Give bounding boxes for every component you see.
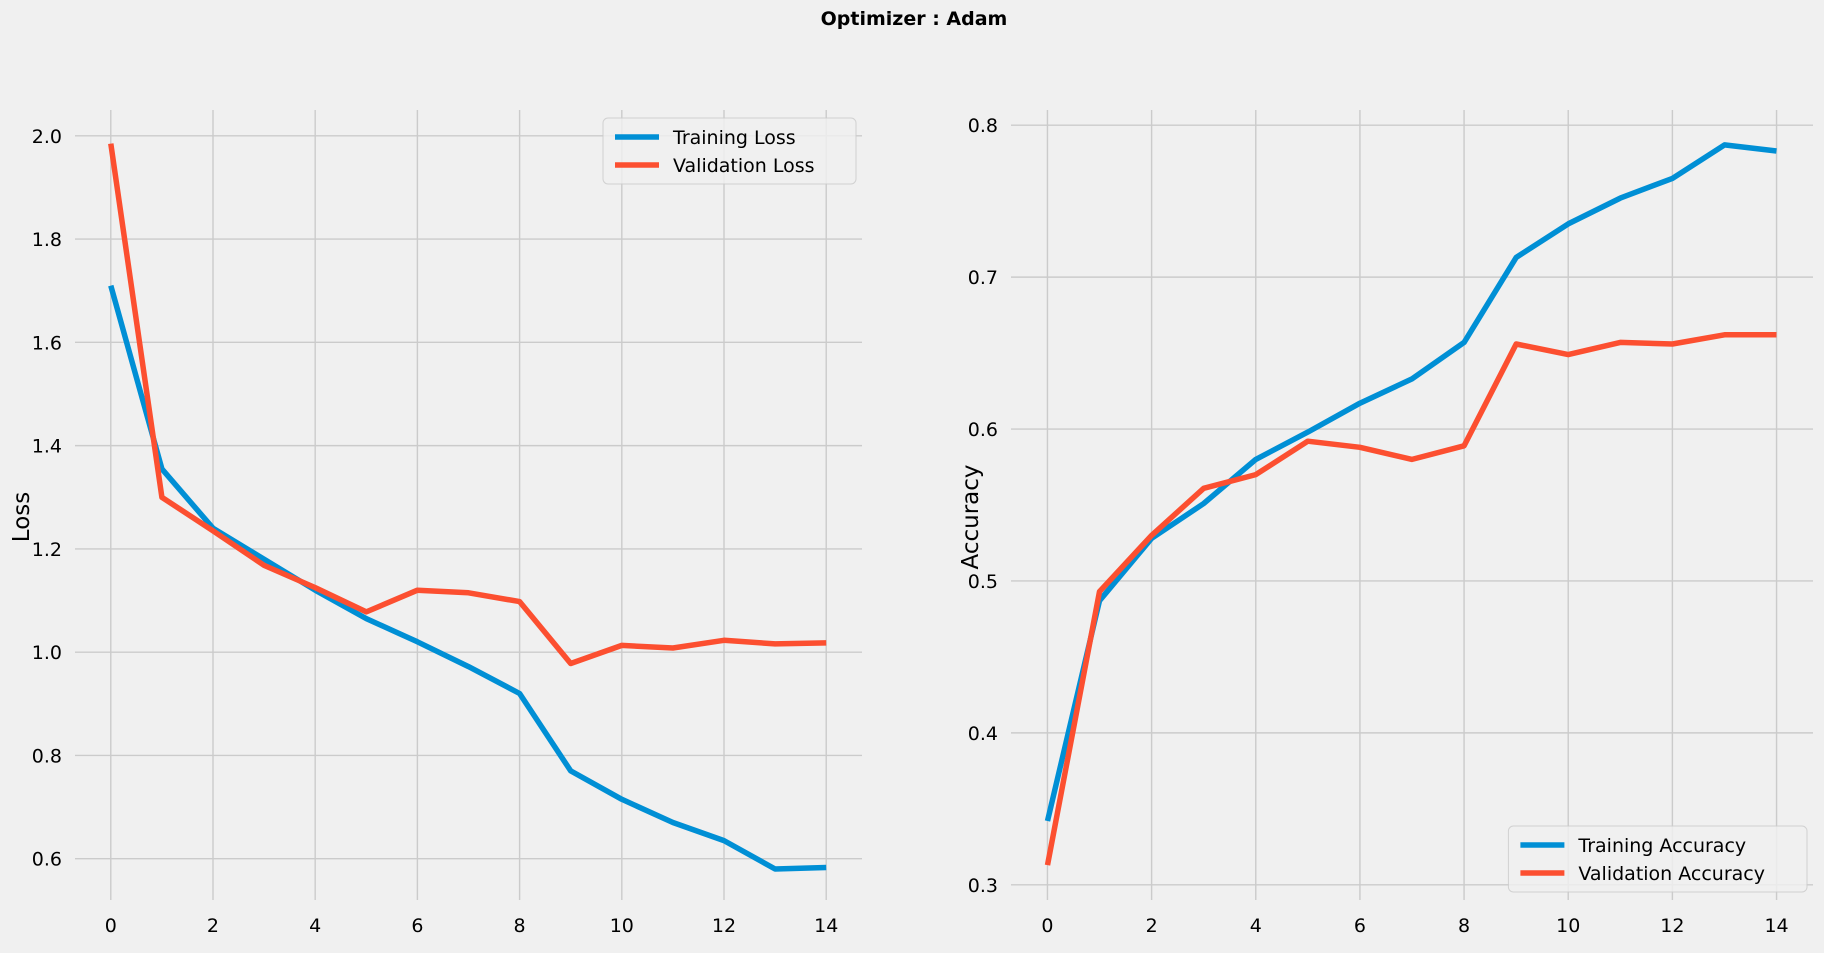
accuracy-y-tick-label: 0.3 [968,875,998,897]
loss-y-tick-label: 1.6 [32,332,62,354]
accuracy-x-tick-label: 2 [1146,915,1158,937]
accuracy-x-tick-label: 8 [1458,915,1470,937]
loss-y-tick-label: 0.8 [32,745,62,767]
accuracy-grid [1011,110,1813,900]
loss-y-axis-label: Loss [9,492,35,542]
loss-x-tick-label: 2 [207,915,219,937]
figure-title: Optimizer : Adam [821,8,1008,30]
validation-accuracy-line [1044,332,1777,866]
loss-x-tick-label: 12 [712,915,736,937]
accuracy-series [1044,142,1777,866]
training-accuracy-line [1044,142,1777,822]
loss-x-tick-label: 8 [514,915,526,937]
accuracy-y-tick-label: 0.8 [968,115,998,137]
loss-x-tick-label: 14 [814,915,838,937]
accuracy-chart: 0 2 4 6 8 10 12 14 0.3 0.4 0.5 0.6 0.7 0.8 Accuracy T… [958,110,1813,937]
validation-loss-legend-label: Validation Loss [673,155,815,177]
loss-x-tick-label: 10 [610,915,634,937]
accuracy-x-tick-label: 0 [1041,915,1053,937]
loss-y-tick-label: 1.8 [32,229,62,251]
loss-x-tick-label: 0 [105,915,117,937]
loss-grid [75,110,862,900]
accuracy-y-tick-label: 0.5 [968,571,998,593]
loss-series [108,143,827,872]
validation-loss-line [108,143,827,667]
loss-y-tick-label: 0.6 [32,849,62,871]
accuracy-legend-box [1507,825,1808,893]
loss-legend: Training Loss Validation Loss [602,117,857,185]
loss-chart: 0 2 4 6 8 10 12 14 0.6 0.8 1.0 1.2 1.4 1.6 1.8 2.0 Loss… [9,110,862,937]
accuracy-x-tick-label: 12 [1660,915,1684,937]
loss-y-tick-label: 1.4 [32,436,62,458]
accuracy-x-tick-label: 10 [1556,915,1580,937]
training-loss-legend-label: Training Loss [672,127,796,149]
validation-accuracy-legend-label: Validation Accuracy [1578,863,1765,885]
loss-y-tick-label: 1.0 [32,642,62,664]
accuracy-x-tick-label: 6 [1354,915,1366,937]
accuracy-y-axis-label: Accuracy [958,464,984,569]
loss-x-tick-label: 6 [411,915,423,937]
loss-x-tick-label: 4 [309,915,321,937]
training-accuracy-legend-label: Training Accuracy [1577,835,1746,857]
accuracy-y-tick-label: 0.7 [968,267,998,289]
loss-legend-box [602,117,857,185]
accuracy-y-tick-label: 0.4 [968,723,998,745]
accuracy-legend: Training Accuracy Validation Accuracy [1507,825,1808,893]
loss-tick-labels: 0 2 4 6 8 10 12 14 0.6 0.8 1.0 1.2 1.4 1.6 1.8 2.0 [32,126,839,937]
loss-y-tick-label: 2.0 [32,126,62,148]
accuracy-x-tick-label: 14 [1764,915,1788,937]
accuracy-x-tick-label: 4 [1250,915,1262,937]
loss-y-tick-label: 1.2 [32,539,62,561]
training-loss-line [108,284,827,872]
accuracy-y-tick-label: 0.6 [968,419,998,441]
accuracy-tick-labels: 0 2 4 6 8 10 12 14 0.3 0.4 0.5 0.6 0.7 0.8 [968,115,1789,937]
